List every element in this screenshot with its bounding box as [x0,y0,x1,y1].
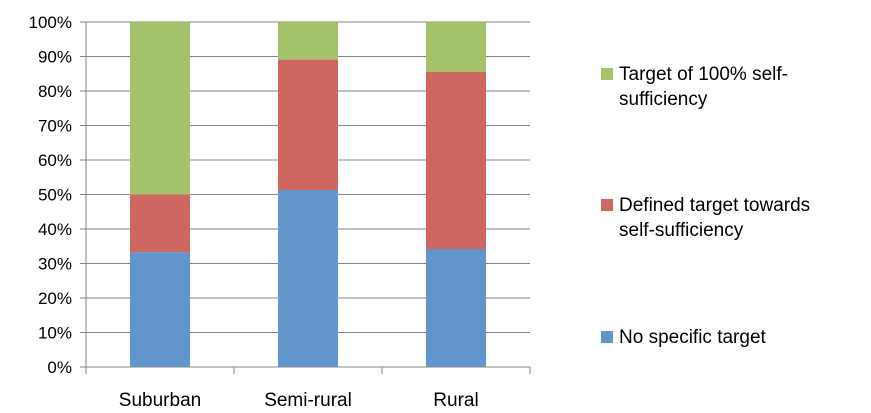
bar-segment [278,59,338,191]
y-tick-label: 20% [38,289,72,308]
legend-swatch [601,331,613,343]
bar-segment [130,252,190,367]
x-category-label: Semi-rural [264,390,352,411]
bar-segment [130,22,190,195]
y-tick-label: 70% [38,117,72,136]
y-tick-label: 30% [38,255,72,274]
y-tick-label: 80% [38,82,72,101]
y-tick-label: 60% [38,151,72,170]
legend-swatch [601,199,613,211]
y-tick-label: 10% [38,324,72,343]
bar-segment [426,71,486,250]
y-tick-label: 40% [38,220,72,239]
bar-segment [426,22,486,72]
y-tick-label: 50% [38,186,72,205]
legend-label: self-sufficiency [619,220,744,241]
x-category-label: Rural [433,390,478,411]
legend-label: Defined target towards [619,195,810,216]
x-category-label: Suburban [119,390,201,411]
bar-segment [130,194,190,253]
bar-segment [278,190,338,367]
y-tick-label: 100% [29,13,72,32]
y-tick-label: 0% [47,358,72,377]
legend-label: Target of 100% self- [619,64,788,85]
legend-swatch [601,68,613,80]
y-tick-label: 90% [38,48,72,67]
bar-segment [426,249,486,367]
legend-label: sufficiency [619,89,708,110]
legend-label: No specific target [619,327,767,348]
bar-segment [278,22,338,60]
